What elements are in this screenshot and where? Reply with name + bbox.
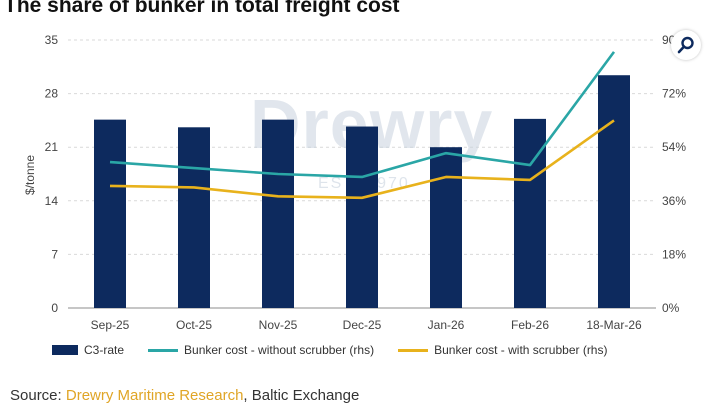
lines <box>109 51 616 200</box>
legend-item-with-scrubber: Bunker cost - with scrubber (rhs) <box>398 343 607 357</box>
source-note: Source: Drewry Maritime Research, Baltic… <box>10 387 359 404</box>
x-tick-label: Nov-25 <box>259 318 298 332</box>
legend-swatch <box>398 348 429 352</box>
x-tick-label: Feb-26 <box>511 318 549 332</box>
bar-c3-rate <box>94 119 126 309</box>
left-tick-label: 0 <box>51 301 58 315</box>
chart-title: The share of bunker in total freight cos… <box>4 0 400 17</box>
line-without-scrubber <box>109 51 616 179</box>
bar-c3-rate <box>598 75 630 308</box>
legend-swatch <box>52 345 78 355</box>
bar-c3-rate <box>430 147 462 308</box>
x-axis-ticks: Sep-25 Oct-25 Nov-25 Dec-25 Jan-26 Feb-26 18-M… <box>91 318 642 332</box>
x-tick-label: 18-Mar-26 <box>586 318 642 332</box>
x-tick-label: Jan-26 <box>428 318 465 332</box>
legend-swatch <box>148 348 179 352</box>
x-tick-label: Sep-25 <box>91 318 130 332</box>
right-axis-ticks: 0%18%36%54%72%90% <box>662 33 686 315</box>
y-axis-label: $/tonne <box>23 155 37 195</box>
left-tick-label: 14 <box>45 194 59 208</box>
right-tick-label: 72% <box>662 87 686 101</box>
legend-label: Bunker cost - without scrubber (rhs) <box>184 343 375 357</box>
x-tick-label: Dec-25 <box>343 318 382 332</box>
bar-c3-rate <box>178 127 210 308</box>
source-prefix: Source: <box>10 387 66 404</box>
x-tick-label: Oct-25 <box>176 318 212 332</box>
legend-item-c3-rate: C3-rate <box>52 343 124 357</box>
source-rest: , Baltic Exchange <box>243 387 360 404</box>
bar-c3-rate <box>262 119 294 309</box>
left-tick-label: 35 <box>45 33 59 47</box>
left-tick-label: 21 <box>45 140 59 154</box>
left-tick-label: 7 <box>51 247 58 261</box>
bar-c3-rate <box>514 118 546 309</box>
bar-c3-rate <box>346 126 378 308</box>
legend-label: Bunker cost - with scrubber (rhs) <box>434 343 608 357</box>
left-axis-ticks: 0 7 14 21 28 35 <box>45 33 59 315</box>
right-tick-label: 54% <box>662 140 686 154</box>
line-with-scrubber <box>109 119 615 200</box>
right-tick-label: 0% <box>662 301 680 315</box>
right-tick-label: 18% <box>662 247 686 261</box>
source-link[interactable]: Drewry Maritime Research <box>65 387 244 404</box>
legend-item-without-scrubber: Bunker cost - without scrubber (rhs) <box>148 343 374 357</box>
zoom-button[interactable] <box>671 30 701 60</box>
bars <box>94 75 630 309</box>
magnifier-icon <box>677 36 694 54</box>
legend-label: C3-rate <box>84 343 125 357</box>
legend: C3-rate Bunker cost - without scrubber (… <box>52 343 607 357</box>
right-tick-label: 36% <box>662 194 686 208</box>
left-tick-label: 28 <box>45 87 59 101</box>
